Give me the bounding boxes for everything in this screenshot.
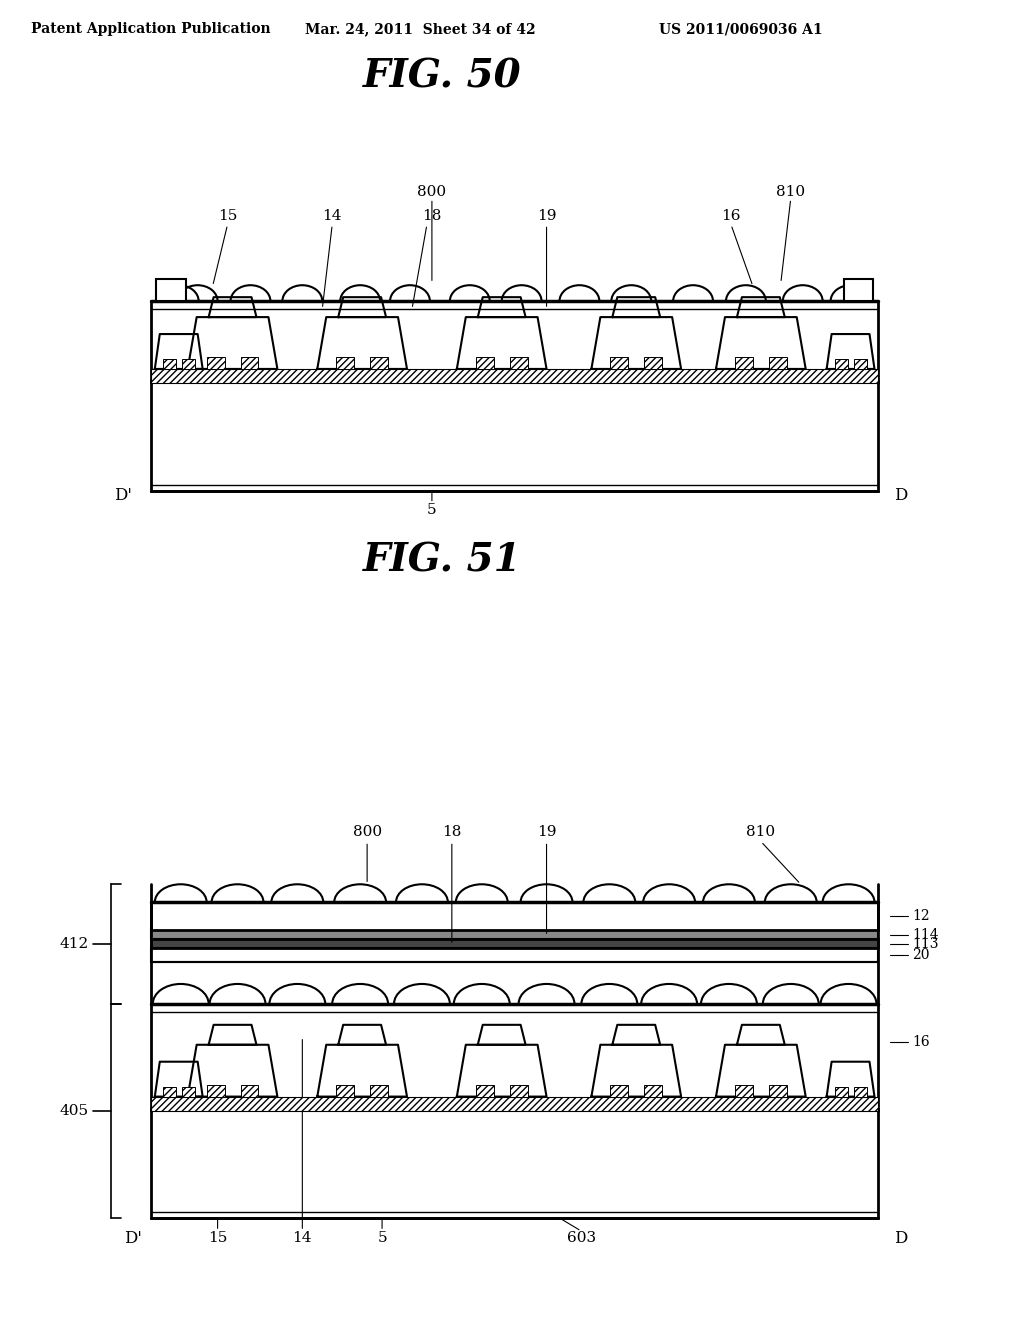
Text: Mar. 24, 2011  Sheet 34 of 42: Mar. 24, 2011 Sheet 34 of 42 [304,22,536,36]
Bar [151,902,879,931]
Bar [644,356,663,368]
Text: 5: 5 [427,503,436,517]
Bar [336,1085,354,1097]
Text: D': D' [124,1230,141,1246]
Bar [370,1085,388,1097]
Text: FIG. 51: FIG. 51 [362,541,521,579]
Bar [336,356,354,368]
Text: US 2011/0069036 A1: US 2011/0069036 A1 [659,22,822,36]
Text: 810: 810 [746,825,775,840]
Text: 412: 412 [59,937,89,952]
Bar [370,356,388,368]
Text: 14: 14 [293,1232,312,1245]
Bar [610,1085,629,1097]
Bar [181,359,195,368]
Text: 603: 603 [567,1232,596,1245]
Text: 5: 5 [377,1232,387,1245]
Bar [151,368,879,383]
Bar [151,1109,879,1218]
Bar [151,931,879,939]
Bar [151,948,879,962]
Bar [769,1085,786,1097]
Bar [151,381,879,491]
Bar [476,356,494,368]
Bar [163,359,176,368]
Text: 20: 20 [912,948,930,962]
Text: 800: 800 [352,825,382,840]
Text: Patent Application Publication: Patent Application Publication [31,22,270,36]
Bar [610,356,629,368]
Bar [510,1085,527,1097]
Text: 113: 113 [912,937,939,952]
Bar [854,359,866,368]
Text: 14: 14 [323,210,342,223]
Text: FIG. 50: FIG. 50 [362,58,521,96]
Text: 12: 12 [912,909,930,923]
Bar [151,939,879,948]
Text: 800: 800 [418,185,446,198]
Bar [241,356,258,368]
Text: 16: 16 [721,210,740,223]
Text: 19: 19 [537,210,556,223]
Bar [207,1085,224,1097]
Text: 810: 810 [776,185,805,198]
Bar [163,1086,176,1097]
Bar [769,356,786,368]
Bar [156,280,185,301]
Bar [151,1097,879,1110]
Bar [644,1085,663,1097]
Bar [735,356,753,368]
Bar [510,356,527,368]
Text: 15: 15 [218,210,238,223]
Bar [835,359,848,368]
Bar [207,356,224,368]
Text: 114: 114 [912,928,939,942]
Bar [835,1086,848,1097]
Text: 18: 18 [442,825,462,840]
Bar [181,1086,195,1097]
Bar [844,280,873,301]
Text: D: D [894,1230,907,1246]
Text: 19: 19 [537,825,556,840]
Text: 18: 18 [422,210,441,223]
Text: 15: 15 [208,1232,227,1245]
Bar [241,1085,258,1097]
Text: 16: 16 [912,1035,930,1049]
Text: D': D' [114,487,132,504]
Bar [735,1085,753,1097]
Text: 405: 405 [59,1104,89,1118]
Text: D: D [894,487,907,504]
Bar [854,1086,866,1097]
Bar [476,1085,494,1097]
